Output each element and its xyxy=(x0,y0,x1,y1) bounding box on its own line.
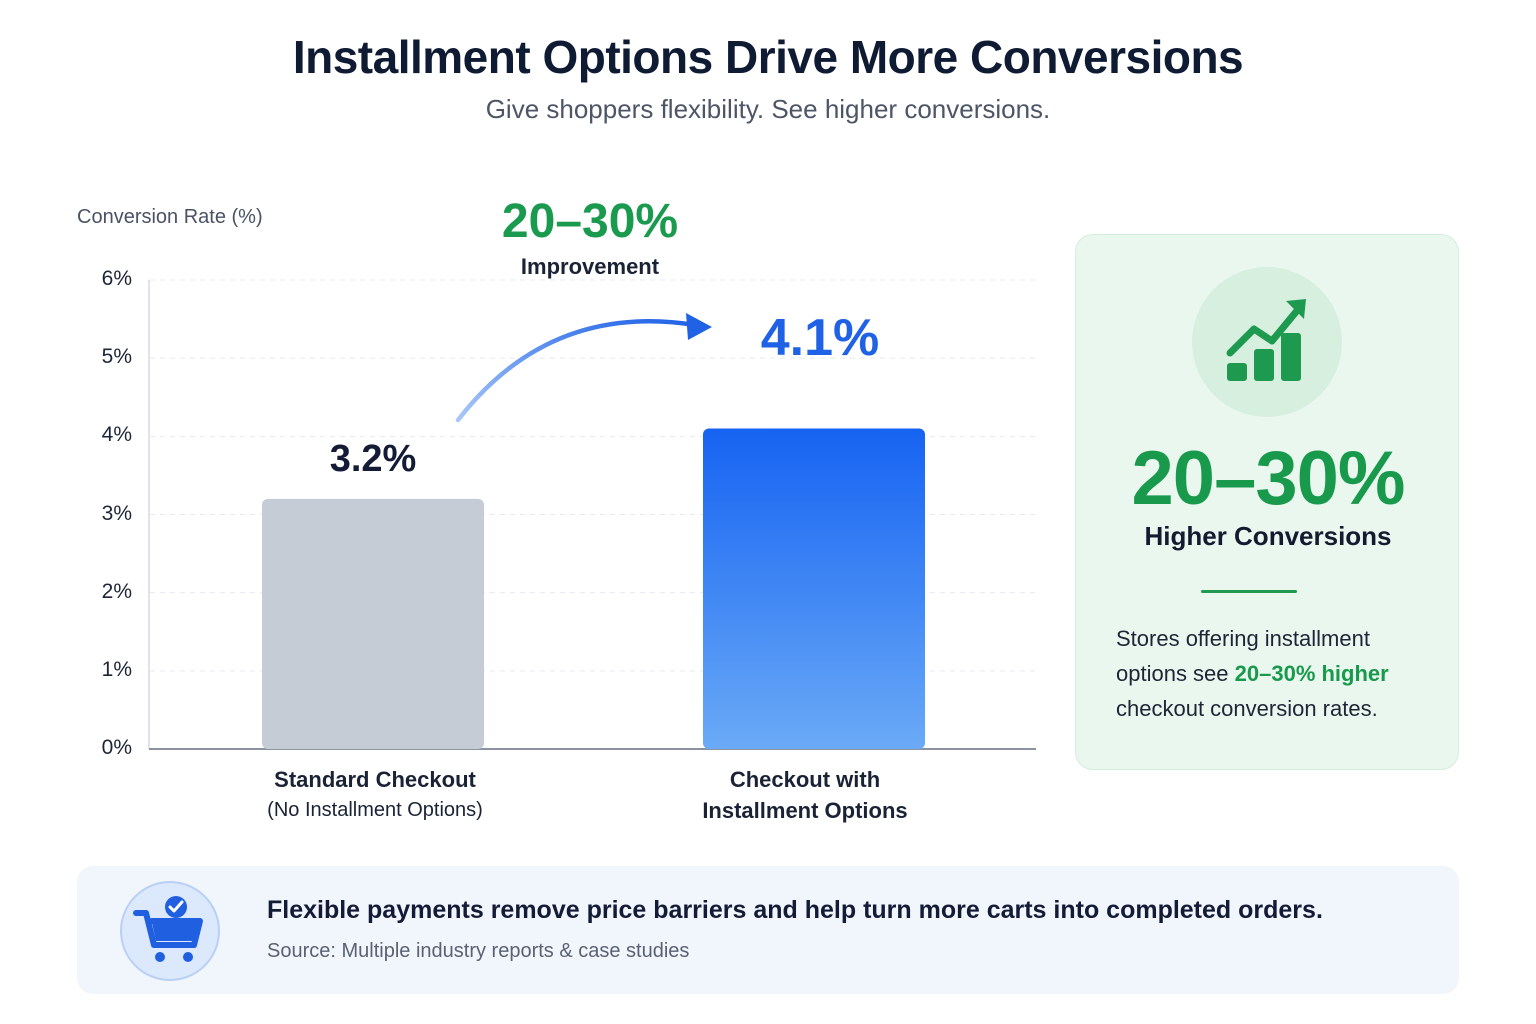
y-tick-label: 0% xyxy=(101,736,132,759)
stat-description: Stores offering installment options see … xyxy=(1116,621,1436,726)
improvement-arrow xyxy=(455,319,698,423)
category-label: Standard Checkout (No Installment Option… xyxy=(230,764,520,826)
page-title: Installment Options Drive More Conversio… xyxy=(292,31,1244,83)
y-tick-label: 4% xyxy=(101,423,132,447)
improvement-label: Improvement xyxy=(520,254,660,279)
banner-message: Flexible payments remove price barriers … xyxy=(267,896,1323,924)
y-tick-label: 3% xyxy=(101,501,132,525)
divider xyxy=(1201,590,1297,593)
category-sub: Installment Options xyxy=(702,798,908,823)
stat-label: Higher Conversions xyxy=(1144,521,1392,551)
bar xyxy=(262,498,484,749)
y-tick-label: 5% xyxy=(101,345,132,369)
y-axis-label: Conversion Rate (%) xyxy=(77,206,263,228)
description-highlight: 20–30% higher xyxy=(1234,661,1389,686)
stat-value: 20–30% xyxy=(1131,436,1406,521)
stat-card: 20–30% Higher Conversions Stores offerin… xyxy=(1075,234,1459,770)
bar xyxy=(703,428,925,749)
category-sub: (No Installment Options) xyxy=(267,799,483,821)
y-tick-label: 1% xyxy=(101,657,132,681)
y-tick-label: 6% xyxy=(101,267,132,290)
description-text: checkout conversion rates. xyxy=(1116,696,1378,721)
bar-value-label: 4.1% xyxy=(760,309,880,367)
bar-chart xyxy=(148,279,1036,750)
bar-value-label: 3.2% xyxy=(329,438,417,480)
description-text: Stores offering installment options see xyxy=(1116,626,1370,686)
y-tick-label: 2% xyxy=(101,579,132,603)
chart-growth-icon xyxy=(1192,267,1342,417)
category-label: Checkout with Installment Options xyxy=(660,764,950,826)
category-main: Standard Checkout xyxy=(274,767,476,792)
footer-banner: Flexible payments remove price barriers … xyxy=(77,866,1459,994)
banner-source: Source: Multiple industry reports & case… xyxy=(267,940,690,962)
shopping-cart-check-icon xyxy=(120,881,220,981)
arrow-head xyxy=(686,313,712,340)
improvement-value: 20–30% xyxy=(501,195,679,248)
category-main: Checkout with xyxy=(729,767,881,792)
page-subtitle: Give shoppers flexibility. See higher co… xyxy=(485,94,1051,124)
